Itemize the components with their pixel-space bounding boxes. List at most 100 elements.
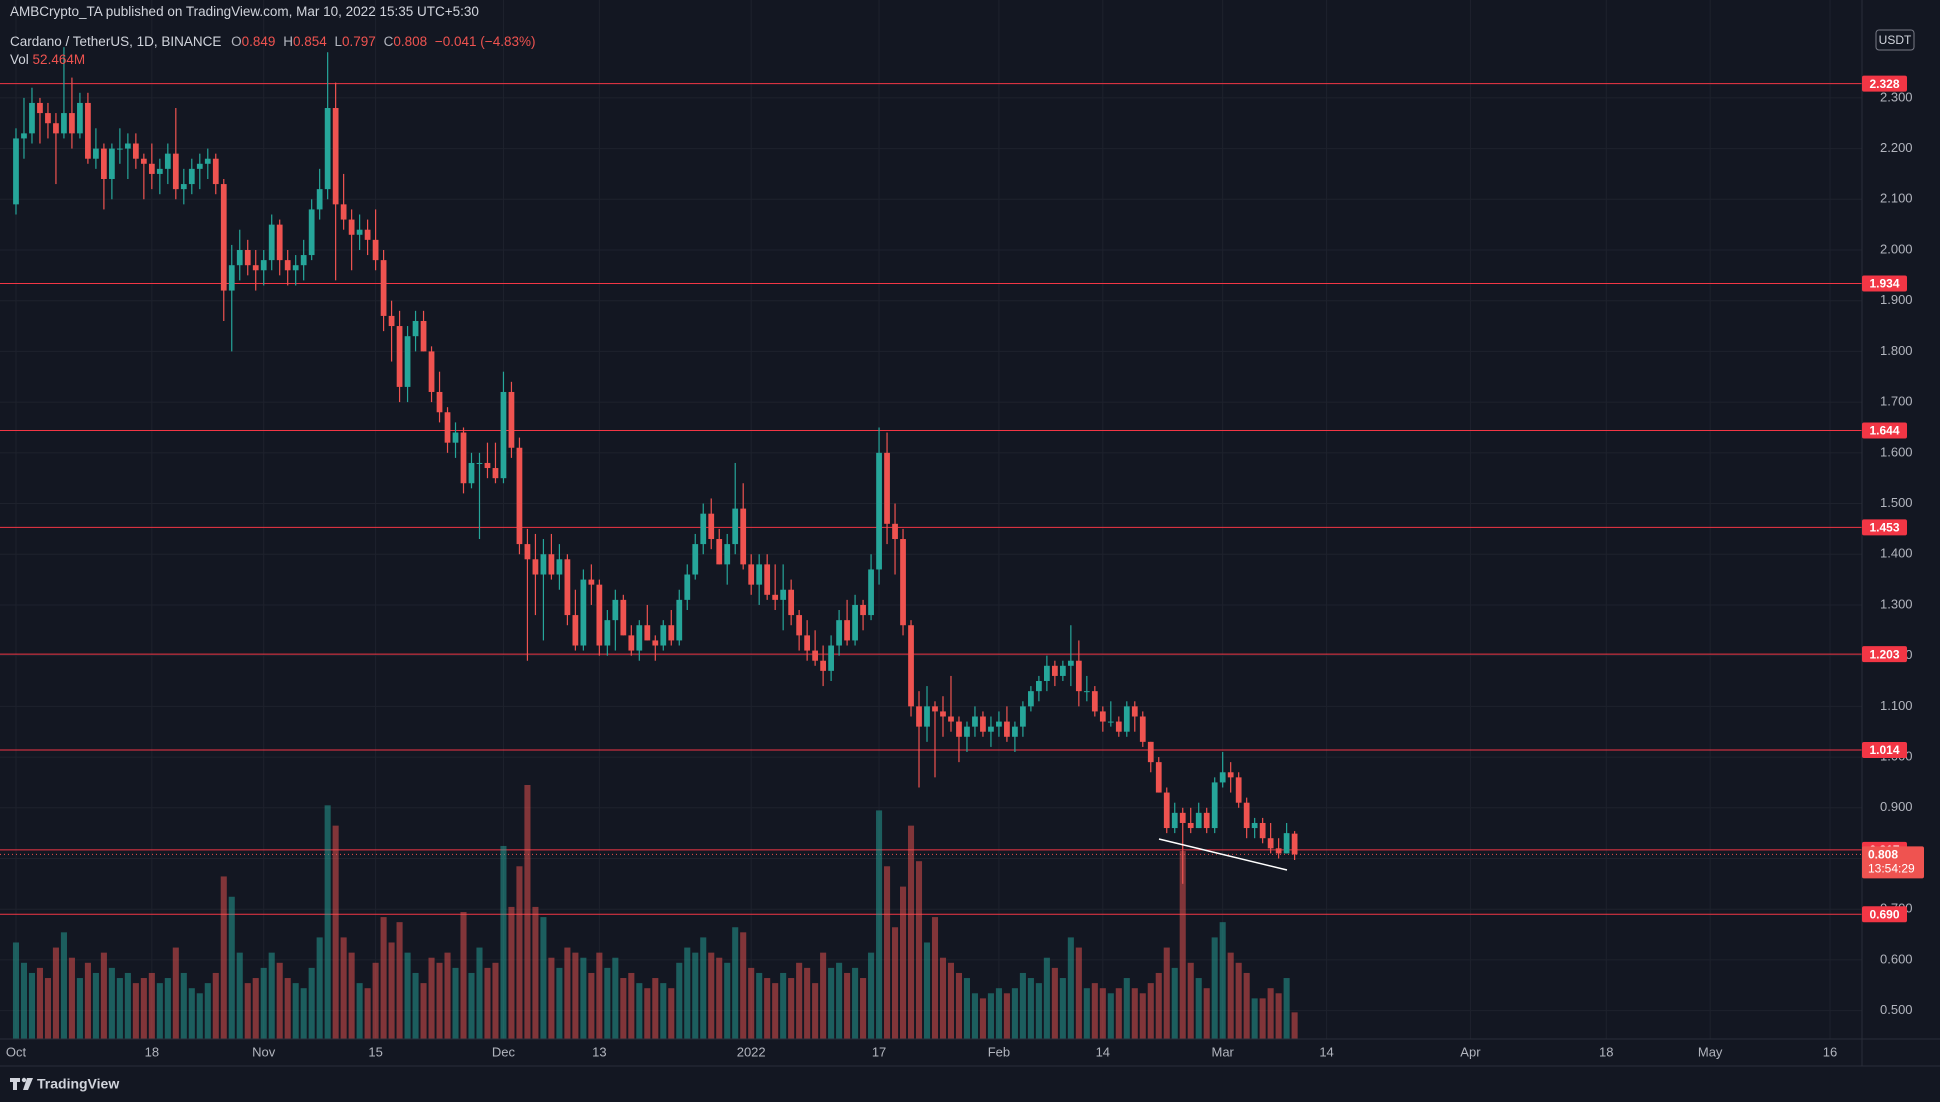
- candle-body: [1195, 812, 1202, 829]
- candle-body: [468, 462, 475, 484]
- volume-bar: [380, 917, 387, 1039]
- volume-bar: [540, 917, 547, 1039]
- volume-bar: [1027, 978, 1034, 1039]
- volume-bar: [1035, 983, 1042, 1039]
- volume-bar: [44, 978, 51, 1039]
- volume-bar: [420, 983, 427, 1039]
- y-tick-label: 1.400: [1880, 546, 1913, 561]
- candle-body: [612, 599, 619, 621]
- candle-body: [228, 265, 235, 291]
- candle-body: [644, 625, 651, 641]
- volume-bar: [292, 983, 299, 1039]
- y-tick-label: 1.100: [1880, 698, 1913, 713]
- candle-body: [1028, 691, 1034, 707]
- candle-body: [260, 260, 267, 271]
- x-tick-label: Feb: [988, 1044, 1010, 1059]
- candle-body: [380, 260, 387, 316]
- volume-line: Vol 52.464M: [10, 52, 85, 67]
- volume-bar: [516, 866, 523, 1039]
- y-tick-label: 1.300: [1880, 596, 1913, 611]
- volume-bar: [788, 978, 795, 1039]
- candle-body: [740, 508, 747, 565]
- grid: [0, 0, 1862, 1039]
- level-label-box: [1862, 741, 1907, 758]
- volume-bar: [1011, 988, 1018, 1039]
- candle-body: [508, 391, 515, 448]
- volume-bar: [1179, 851, 1186, 1039]
- volume-bar: [252, 978, 259, 1039]
- volume-bar: [971, 993, 978, 1039]
- volume-bar: [756, 972, 763, 1039]
- volume-bar: [1187, 962, 1194, 1039]
- level-label: 1.014: [1869, 743, 1899, 757]
- volume-bar: [700, 937, 707, 1039]
- y-tick-label: 2.300: [1880, 89, 1913, 104]
- candle-body: [796, 615, 803, 636]
- volume-bar: [164, 978, 171, 1039]
- candle-body: [21, 133, 27, 139]
- x-tick-label: 16: [1823, 1044, 1837, 1059]
- volume-bar: [76, 978, 83, 1039]
- volume-bar: [1107, 993, 1114, 1039]
- level-label: 1.453: [1869, 521, 1899, 535]
- x-tick-label: 18: [145, 1044, 159, 1059]
- candle-body: [628, 635, 635, 651]
- x-tick-label: Nov: [252, 1044, 276, 1059]
- candle-body: [164, 153, 171, 169]
- volume-bar: [276, 962, 283, 1039]
- candle-body: [764, 564, 771, 595]
- candle-body: [1043, 665, 1050, 682]
- candle-body: [700, 513, 707, 545]
- volume-bar: [1059, 978, 1066, 1039]
- volume-bar: [1139, 993, 1146, 1039]
- ohlc-letter: C: [383, 34, 394, 49]
- volume-bar: [180, 972, 187, 1039]
- candle-body: [1267, 838, 1274, 849]
- volume-bar: [604, 967, 611, 1039]
- volume-bar: [1163, 947, 1170, 1039]
- x-tick-label: Dec: [492, 1044, 516, 1059]
- candle-body: [924, 706, 930, 727]
- volume-bar: [316, 937, 323, 1039]
- candle-body: [732, 508, 739, 545]
- candle-body: [45, 113, 51, 124]
- candle-layer: [13, 47, 1298, 884]
- volume-bar: [500, 845, 507, 1039]
- volume-bar: [780, 972, 787, 1039]
- volume-bar: [979, 998, 986, 1039]
- volume-bar: [724, 962, 731, 1039]
- candle-body: [500, 391, 507, 479]
- candle-body: [204, 158, 211, 164]
- volume-bar: [28, 972, 36, 1039]
- candle-body: [476, 462, 483, 464]
- low-value: 0.797: [342, 34, 376, 49]
- volume-bar: [772, 983, 779, 1039]
- volume-bar: [228, 896, 235, 1039]
- volume-bar: [1051, 967, 1058, 1039]
- volume-bar: [652, 978, 659, 1039]
- candle-body: [1283, 833, 1290, 854]
- volume-bar: [356, 983, 363, 1039]
- candle-body: [316, 189, 323, 210]
- candle-body: [61, 113, 67, 134]
- volume-bar: [132, 983, 139, 1039]
- volume-bar: [524, 785, 531, 1039]
- volume-bar: [1259, 998, 1266, 1039]
- volume-bar: [740, 932, 747, 1039]
- candle-body: [1179, 812, 1186, 823]
- last-price: 0.808: [1868, 848, 1898, 862]
- volume-bar: [676, 962, 683, 1039]
- candle-body: [956, 721, 962, 737]
- volume-bar: [620, 978, 627, 1039]
- candle-body: [932, 706, 938, 712]
- volume-bar: [20, 962, 28, 1039]
- volume-bar: [236, 952, 243, 1039]
- volume-bar: [452, 967, 459, 1039]
- volume-bar: [396, 922, 403, 1039]
- volume-bar: [884, 866, 891, 1039]
- level-label-box: [1862, 646, 1907, 663]
- volume-bar: [876, 810, 883, 1039]
- candle-body: [1275, 848, 1282, 854]
- candle-body: [172, 153, 179, 190]
